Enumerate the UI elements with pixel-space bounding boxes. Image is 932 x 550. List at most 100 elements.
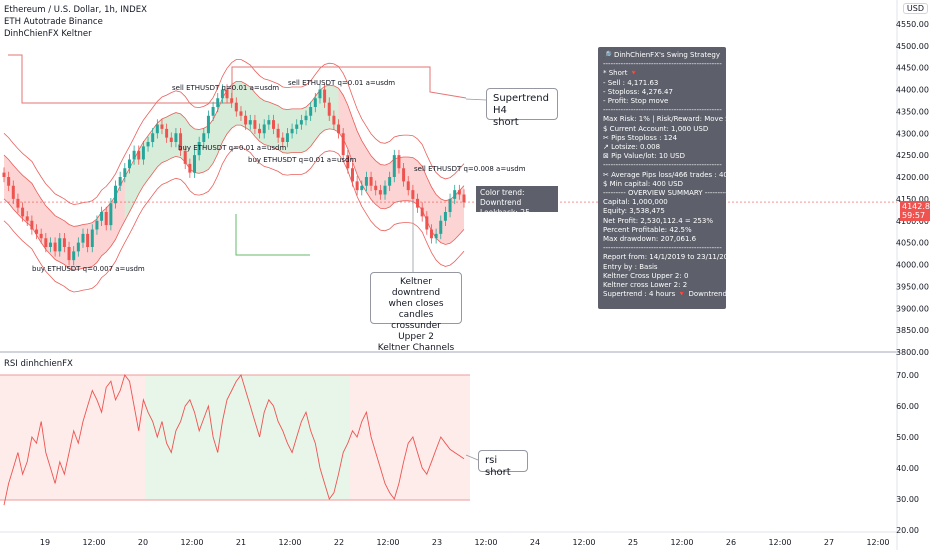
time-axis-label: 12:00 bbox=[670, 538, 693, 547]
candle-body bbox=[206, 115, 210, 134]
candle-body bbox=[48, 242, 52, 247]
candle-body bbox=[332, 115, 336, 125]
price-axis-label: 4050.00 bbox=[896, 239, 929, 248]
strategy-summary-box: 🔎 DinhChienFX's Swing Strategy ----------… bbox=[598, 47, 726, 309]
strategy-line: ----------------------------------------… bbox=[603, 161, 722, 170]
candle-body bbox=[202, 133, 206, 142]
strategy-line: Capital: 1,000,000 bbox=[603, 198, 668, 207]
candle-body bbox=[155, 124, 159, 134]
time-axis-label: 12:00 bbox=[278, 538, 301, 547]
candle-body bbox=[453, 190, 457, 199]
candle-body bbox=[462, 194, 466, 203]
strategy-line: ----------------------------------------… bbox=[603, 106, 722, 115]
candle-body bbox=[429, 229, 433, 239]
strategy-line: Keltner Cross Upper 2: 0 bbox=[603, 271, 689, 280]
candle-body bbox=[309, 107, 313, 116]
candle-body bbox=[281, 137, 285, 142]
price-axis-label: 3950.00 bbox=[896, 282, 929, 291]
candle-body bbox=[109, 203, 113, 226]
candle-body bbox=[21, 207, 25, 217]
rsi-axis-label: 50.00 bbox=[896, 433, 919, 442]
price-axis-label: 4550.00 bbox=[896, 20, 929, 29]
supertrend-callout: Supertrend H4 short bbox=[486, 88, 558, 128]
candle-body bbox=[7, 177, 11, 186]
rsi-title[interactable]: RSI dinhchienFX bbox=[4, 359, 73, 369]
time-axis-label: 12:00 bbox=[866, 538, 889, 547]
supertrend-line-up bbox=[235, 214, 310, 256]
candle-body bbox=[123, 168, 127, 177]
keltner-callout-line3: crossunder Upper 2 bbox=[391, 321, 441, 342]
candle-body bbox=[262, 124, 266, 134]
strategy-line: Percent Profitable: 42.5% bbox=[603, 225, 692, 234]
candle-body bbox=[95, 220, 99, 230]
strategy-line: --------- OVERVIEW SUMMARY --------- bbox=[603, 189, 726, 198]
keltner-upper-1 bbox=[3, 81, 465, 227]
rsi-callout-pointer bbox=[465, 454, 479, 461]
price-axis-label: 4400.00 bbox=[896, 86, 929, 95]
candle-body bbox=[318, 89, 322, 99]
trade-label: sell ETHUSDT q=0.01 a=usdm bbox=[288, 79, 395, 87]
candle-body bbox=[11, 185, 15, 199]
candle-body bbox=[258, 128, 262, 134]
candle-body bbox=[360, 185, 364, 191]
symbol-title[interactable]: Ethereum / U.S. Dollar, 1h, INDEX bbox=[4, 5, 147, 15]
candle-body bbox=[132, 150, 136, 160]
price-axis-label: 4450.00 bbox=[896, 64, 929, 73]
strategy-line: ----------------------------------------… bbox=[603, 60, 722, 69]
price-axis-label: 4300.00 bbox=[896, 129, 929, 138]
candle-body bbox=[234, 102, 238, 112]
candle-body bbox=[416, 198, 420, 208]
candle-body bbox=[30, 220, 34, 230]
price-axis-label: 4500.00 bbox=[896, 42, 929, 51]
candle-body bbox=[327, 102, 331, 116]
candle-body bbox=[146, 142, 150, 147]
strategy-line: $ Min capital: 400 USD bbox=[603, 179, 683, 188]
indicator-autotrade-label[interactable]: ETH Autotrade Binance bbox=[4, 17, 103, 27]
candle-body bbox=[76, 242, 80, 252]
candle-body bbox=[290, 128, 294, 134]
color-trend-line2: Lookback: 25 bbox=[480, 208, 530, 217]
candle-body bbox=[58, 238, 62, 252]
candle-body bbox=[211, 107, 215, 116]
strategy-line: Net Profit: 2,530,112.4 = 253% bbox=[603, 216, 713, 225]
candle-body bbox=[369, 177, 373, 186]
time-axis-label: 24 bbox=[530, 538, 540, 547]
candle-body bbox=[25, 216, 29, 221]
rsi-axis-label: 60.00 bbox=[896, 402, 919, 411]
candle-body bbox=[104, 212, 108, 226]
candle-body bbox=[299, 120, 303, 125]
time-axis-label: 12:00 bbox=[82, 538, 105, 547]
candle-body bbox=[439, 220, 443, 234]
strategy-line: - Profit: Stop move bbox=[603, 97, 669, 106]
time-axis-label: 21 bbox=[236, 538, 246, 547]
current-price-value: 4142.81 bbox=[902, 202, 932, 211]
time-axis-label: 27 bbox=[824, 538, 834, 547]
strategy-line: Max drawdown: 207,061.6 bbox=[603, 235, 697, 244]
price-axis-label: 4200.00 bbox=[896, 173, 929, 182]
strategy-line: ----------------------------------------… bbox=[603, 244, 722, 253]
keltner-lower-1 bbox=[3, 124, 465, 271]
color-trend-line1: Color trend: Downtrend bbox=[480, 188, 525, 207]
currency-button[interactable]: USD bbox=[902, 3, 928, 14]
keltner-fill-green bbox=[124, 81, 339, 221]
candle-body bbox=[2, 172, 6, 177]
strategy-line: Entry by : Basis bbox=[603, 262, 658, 271]
trade-label: sell ETHUSDT q=0.008 a=usdm bbox=[414, 165, 526, 173]
time-axis-label: 23 bbox=[432, 538, 442, 547]
time-axis-label: 12:00 bbox=[572, 538, 595, 547]
keltner-callout-line2: when closes candles bbox=[388, 299, 444, 320]
candle-body bbox=[39, 233, 43, 239]
trade-label: buy ETHUSDT q=0.01 a=usdm bbox=[248, 156, 356, 164]
rsi-zone-red-2 bbox=[350, 375, 470, 500]
candle-body bbox=[220, 89, 224, 99]
candle-body bbox=[392, 155, 396, 177]
candle-body bbox=[165, 128, 169, 138]
price-axis-label: 3900.00 bbox=[896, 304, 929, 313]
candle-body bbox=[72, 251, 76, 261]
indicator-keltner-label[interactable]: DinhChienFX Keltner bbox=[4, 29, 92, 39]
candle-body bbox=[448, 198, 452, 212]
color-trend-tag: Color trend: Downtrend Lookback: 25 bbox=[476, 186, 558, 217]
candle-body bbox=[174, 133, 178, 142]
candle-body bbox=[267, 120, 271, 125]
